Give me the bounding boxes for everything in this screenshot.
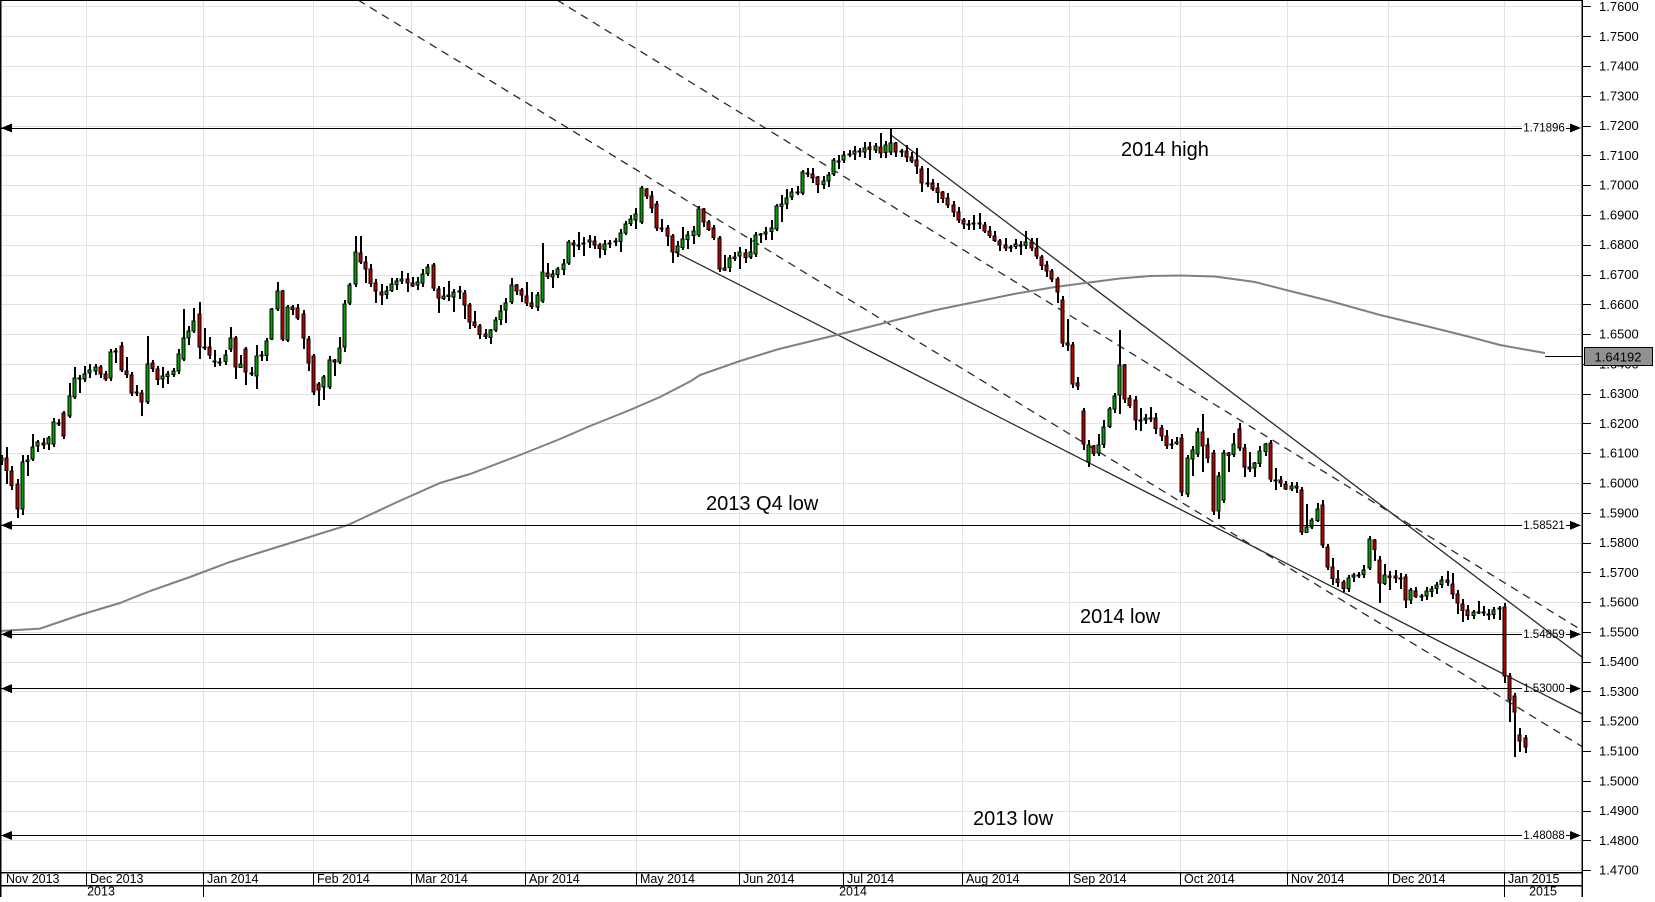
svg-text:1.4700: 1.4700 [1599, 863, 1639, 878]
svg-text:1.5500: 1.5500 [1599, 624, 1639, 639]
svg-text:2013 Q4 low: 2013 Q4 low [706, 493, 819, 515]
svg-text:1.5800: 1.5800 [1599, 535, 1639, 550]
svg-text:1.4900: 1.4900 [1599, 803, 1639, 818]
svg-text:2014: 2014 [839, 885, 867, 898]
svg-text:1.6700: 1.6700 [1599, 267, 1639, 282]
svg-text:1.5000: 1.5000 [1599, 773, 1639, 788]
svg-text:1.5100: 1.5100 [1599, 744, 1639, 759]
svg-text:1.64192: 1.64192 [1595, 350, 1642, 365]
svg-text:1.58521: 1.58521 [1523, 520, 1565, 532]
svg-text:1.5600: 1.5600 [1599, 595, 1639, 610]
svg-text:Aug 2014: Aug 2014 [966, 872, 1020, 886]
svg-text:Oct 2014: Oct 2014 [1184, 872, 1235, 886]
svg-text:1.7000: 1.7000 [1599, 178, 1639, 193]
svg-text:1.4800: 1.4800 [1599, 833, 1639, 848]
svg-text:Feb 2014: Feb 2014 [317, 872, 370, 886]
svg-text:Jan 2014: Jan 2014 [207, 872, 258, 886]
svg-text:1.7100: 1.7100 [1599, 148, 1639, 163]
svg-text:Nov 2013: Nov 2013 [6, 872, 60, 886]
svg-text:Jun 2014: Jun 2014 [743, 872, 794, 886]
svg-text:1.7200: 1.7200 [1599, 118, 1639, 133]
svg-text:1.48088: 1.48088 [1523, 830, 1565, 842]
svg-text:1.6500: 1.6500 [1599, 327, 1639, 342]
svg-text:1.7600: 1.7600 [1599, 0, 1639, 14]
svg-text:Nov 2014: Nov 2014 [1291, 872, 1345, 886]
svg-text:Sep 2014: Sep 2014 [1073, 872, 1127, 886]
svg-text:2013: 2013 [87, 885, 115, 898]
svg-text:1.6600: 1.6600 [1599, 297, 1639, 312]
svg-text:2013 low: 2013 low [973, 808, 1054, 830]
svg-text:Jan 2015: Jan 2015 [1508, 872, 1559, 886]
svg-text:Dec 2013: Dec 2013 [90, 872, 144, 886]
svg-text:Dec 2014: Dec 2014 [1392, 872, 1446, 886]
svg-text:1.5200: 1.5200 [1599, 714, 1639, 729]
svg-text:1.6100: 1.6100 [1599, 446, 1639, 461]
svg-text:1.7500: 1.7500 [1599, 29, 1639, 44]
svg-text:1.5900: 1.5900 [1599, 505, 1639, 520]
svg-text:1.71896: 1.71896 [1523, 123, 1565, 135]
svg-text:May 2014: May 2014 [640, 872, 695, 886]
svg-text:1.6900: 1.6900 [1599, 208, 1639, 223]
svg-text:1.5400: 1.5400 [1599, 654, 1639, 669]
svg-text:1.5300: 1.5300 [1599, 684, 1639, 699]
svg-text:1.5700: 1.5700 [1599, 565, 1639, 580]
svg-text:1.54859: 1.54859 [1523, 629, 1565, 641]
svg-text:2014 high: 2014 high [1121, 139, 1209, 161]
svg-text:1.7300: 1.7300 [1599, 88, 1639, 103]
svg-text:2014 low: 2014 low [1080, 606, 1161, 628]
svg-text:1.6200: 1.6200 [1599, 416, 1639, 431]
svg-text:Mar 2014: Mar 2014 [415, 872, 468, 886]
svg-text:1.53000: 1.53000 [1523, 683, 1565, 695]
svg-text:2015: 2015 [1529, 885, 1557, 898]
svg-text:1.7400: 1.7400 [1599, 59, 1639, 74]
svg-text:Jul 2014: Jul 2014 [847, 872, 894, 886]
svg-text:1.6000: 1.6000 [1599, 476, 1639, 491]
svg-text:1.6300: 1.6300 [1599, 386, 1639, 401]
svg-text:Apr 2014: Apr 2014 [529, 872, 580, 886]
svg-text:1.6800: 1.6800 [1599, 237, 1639, 252]
